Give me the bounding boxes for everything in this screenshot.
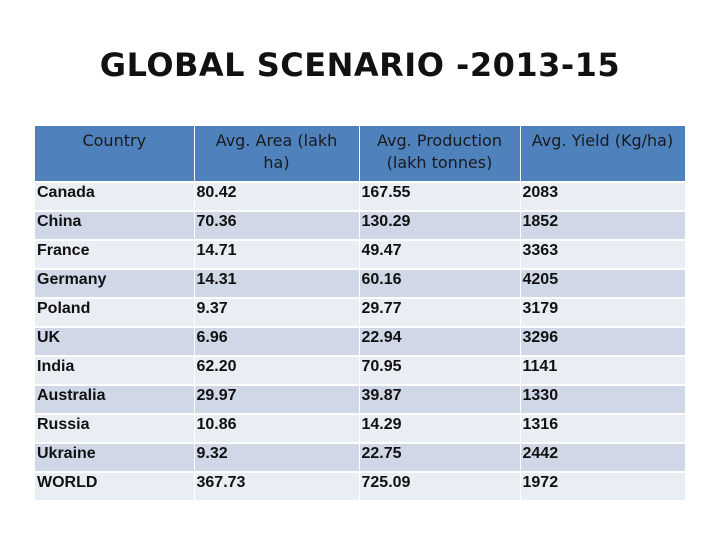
slide-title: GLOBAL SCENARIO -2013-15 [99,46,621,84]
cell-production: 22.75 [359,443,521,473]
cell-country: France [35,240,195,270]
cell-country: Poland [35,298,195,328]
table-row: China 70.36 130.29 1852 [35,211,686,241]
cell-yield: 3179 [520,298,686,328]
cell-area: 70.36 [194,211,360,241]
table-row: WORLD 367.73 725.09 1972 [35,472,686,502]
table-row: Australia 29.97 39.87 1330 [35,385,686,415]
cell-area: 6.96 [194,327,360,357]
cell-area: 62.20 [194,356,360,386]
cell-area: 367.73 [194,472,360,502]
table-row: Ukraine 9.32 22.75 2442 [35,443,686,473]
cell-yield: 1972 [520,472,686,502]
cell-yield: 1316 [520,414,686,444]
cell-area: 14.31 [194,269,360,299]
cell-area: 80.42 [194,182,360,212]
cell-yield: 3363 [520,240,686,270]
cell-country: WORLD [35,472,195,502]
cell-area: 29.97 [194,385,360,415]
cell-area: 14.71 [194,240,360,270]
table-row: UK 6.96 22.94 3296 [35,327,686,357]
cell-production: 29.77 [359,298,521,328]
table-row: Russia 10.86 14.29 1316 [35,414,686,444]
table-row: France 14.71 49.47 3363 [35,240,686,270]
cell-country: Canada [35,182,195,212]
cell-yield: 3296 [520,327,686,357]
cell-area: 9.37 [194,298,360,328]
cell-yield: 1330 [520,385,686,415]
cell-production: 70.95 [359,356,521,386]
cell-yield: 4205 [520,269,686,299]
cell-production: 39.87 [359,385,521,415]
table-row: India 62.20 70.95 1141 [35,356,686,386]
cell-production: 49.47 [359,240,521,270]
cell-country: Germany [35,269,195,299]
cell-country: India [35,356,195,386]
table-row: Germany 14.31 60.16 4205 [35,269,686,299]
cell-country: UK [35,327,195,357]
cell-production: 22.94 [359,327,521,357]
cell-area: 10.86 [194,414,360,444]
cell-production: 130.29 [359,211,521,241]
cell-yield: 2083 [520,182,686,212]
cell-yield: 1852 [520,211,686,241]
header-avg-production: Avg. Production (lakh tonnes) [359,126,521,183]
cell-country: Australia [35,385,195,415]
header-avg-area: Avg. Area (lakh ha) [194,126,360,183]
table-row: Poland 9.37 29.77 3179 [35,298,686,328]
cell-country: Ukraine [35,443,195,473]
cell-production: 167.55 [359,182,521,212]
cell-production: 14.29 [359,414,521,444]
cell-production: 60.16 [359,269,521,299]
cell-country: Russia [35,414,195,444]
cell-production: 725.09 [359,472,521,502]
data-table: Country Avg. Area (lakh ha) Avg. Product… [35,126,686,502]
table-row: Canada 80.42 167.55 2083 [35,182,686,212]
cell-yield: 2442 [520,443,686,473]
header-country: Country [35,126,195,183]
cell-yield: 1141 [520,356,686,386]
cell-country: China [35,211,195,241]
header-avg-yield: Avg. Yield (Kg/ha) [520,126,686,183]
header-row: Country Avg. Area (lakh ha) Avg. Product… [35,126,686,183]
cell-area: 9.32 [194,443,360,473]
